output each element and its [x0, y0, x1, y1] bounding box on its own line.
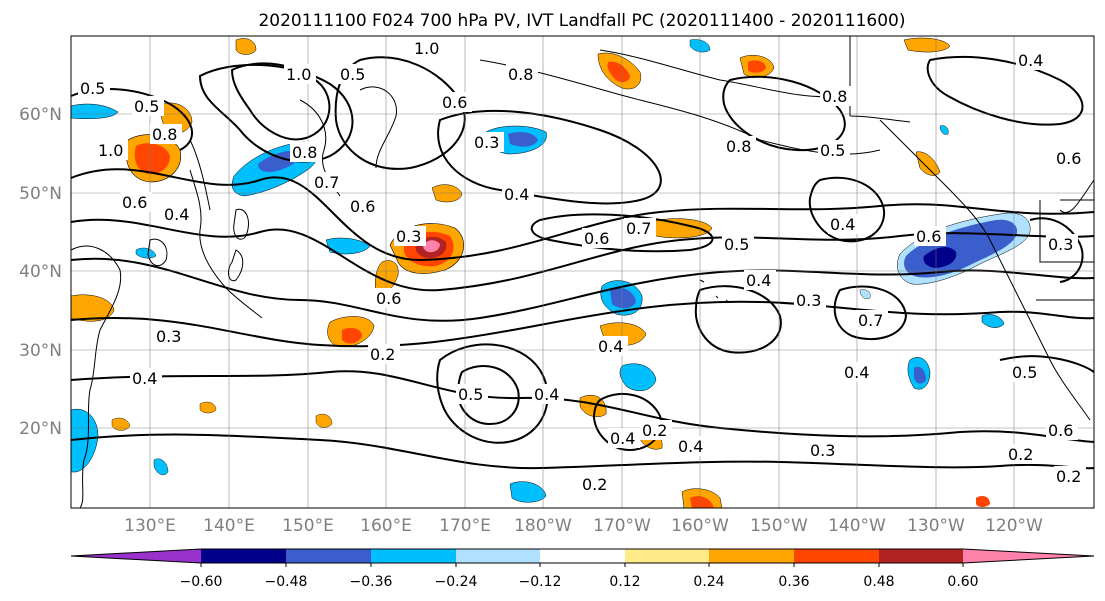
colorbar-swatch [794, 549, 879, 563]
lat-label: 30°N [19, 341, 62, 361]
colorbar-tick-label: 0.36 [778, 574, 809, 590]
contour-label: 0.2 [642, 421, 667, 440]
colorbar-swatch [540, 549, 625, 563]
contour-label: 0.8 [726, 137, 751, 156]
lat-label: 40°N [19, 262, 62, 282]
colorbar-tick-label: −0.12 [519, 574, 562, 590]
colorbar-swatch [286, 549, 371, 563]
colorbar-tick-label: 0.12 [609, 574, 640, 590]
colorbar-ticks [200, 563, 964, 567]
map-panel: 0.5 1.0 0.5 0.8 1.0 0.8 0.6 0.6 0.4 0.5 … [70, 35, 1095, 509]
contour-label: 0.4 [1018, 51, 1043, 70]
lon-label: 140°E [203, 516, 255, 536]
contour-label: 0.3 [474, 133, 499, 152]
contour-label: 0.4 [164, 205, 189, 224]
contour-label: 0.5 [820, 141, 845, 160]
contour-label: 0.7 [314, 173, 339, 192]
contour-label: 0.7 [626, 219, 651, 238]
contour-label: 1.0 [98, 141, 123, 160]
map-title: 2020111100 F024 700 hPa PV, IVT Landfall… [258, 11, 905, 31]
contour-label: 0.6 [122, 193, 147, 212]
contour-label: 0.8 [152, 125, 177, 144]
contour-label-group: 0.5 1.0 0.5 0.8 1.0 0.8 0.6 0.6 0.4 0.5 … [78, 38, 1086, 494]
lon-label: 150°W [750, 516, 808, 536]
colorbar-swatch [879, 549, 963, 563]
contour-label: 0.3 [156, 327, 181, 346]
contour-label: 0.4 [678, 437, 703, 456]
lat-label: 20°N [19, 419, 62, 439]
graticule [71, 36, 1094, 508]
colorbar-swatch [625, 549, 709, 563]
colorbar-swatch [709, 549, 794, 563]
positive-anomaly-patches [70, 37, 990, 509]
contour-label: 1.0 [286, 65, 311, 84]
coastlines [70, 36, 1095, 509]
contour-label: 0.3 [796, 291, 821, 310]
contour-label: 0.5 [340, 65, 365, 84]
lon-label: 130°W [907, 516, 965, 536]
contour-label: 0.4 [830, 215, 855, 234]
contour-label: 0.3 [810, 441, 835, 460]
colorbar-swatch [456, 549, 540, 563]
colorbar-tick-label: 0.48 [863, 574, 894, 590]
contour-label: 0.5 [134, 97, 159, 116]
contour-label: 0.3 [396, 227, 421, 246]
contour-label: 0.4 [746, 271, 771, 290]
contour-label: 0.5 [80, 79, 105, 98]
contour-label: 0.5 [1012, 363, 1037, 382]
lon-label: 120°W [985, 516, 1043, 536]
contour-label: 0.6 [1048, 421, 1073, 440]
lon-label: 170°W [593, 516, 651, 536]
contour-label: 0.6 [350, 197, 375, 216]
lon-label: 160°W [671, 516, 729, 536]
contour-label: 0.2 [582, 475, 607, 494]
contour-label: 0.8 [822, 87, 847, 106]
colorbar-swatch [201, 549, 286, 563]
contour-label: 0.4 [534, 385, 559, 404]
lat-label: 50°N [19, 184, 62, 204]
contour-label: 0.2 [370, 345, 395, 364]
contour-label: 0.5 [458, 385, 483, 404]
lon-label: 140°W [828, 516, 886, 536]
contour-label: 0.4 [844, 363, 869, 382]
lon-label: 170°E [439, 516, 491, 536]
contour-label: 0.3 [1048, 235, 1073, 254]
lon-label: 150°E [282, 516, 334, 536]
longitude-labels: 130°E 140°E 150°E 160°E 170°E 180°W 170°… [124, 516, 1043, 536]
contour-label: 0.4 [504, 185, 529, 204]
contour-label: 0.6 [442, 93, 467, 112]
colorbar-tick-label: −0.36 [350, 574, 393, 590]
contour-label: 0.6 [1056, 149, 1081, 168]
contour-label: 1.0 [414, 39, 439, 58]
contour-label: 0.6 [584, 229, 609, 248]
lon-label: 160°E [360, 516, 412, 536]
contour-label: 0.5 [724, 235, 749, 254]
contour-label: 0.2 [1056, 467, 1081, 486]
latitude-labels: 60°N 50°N 40°N 30°N 20°N [19, 105, 62, 439]
colorbar-swatches [70, 548, 1095, 564]
colorbar-tick-label: 0.60 [947, 574, 978, 590]
colorbar-tick-label: −0.48 [265, 574, 308, 590]
contour-label: 0.8 [292, 143, 317, 162]
contour-label: 0.4 [610, 429, 635, 448]
lon-label: 130°E [124, 516, 176, 536]
colorbar-tick-label: 0.24 [693, 574, 724, 590]
lat-label: 60°N [19, 105, 62, 125]
contour-label: 0.6 [916, 227, 941, 246]
map-frame [70, 35, 1095, 509]
colorbar-swatch [71, 549, 201, 563]
contour-label: 0.2 [1008, 445, 1033, 464]
lon-label: 180°W [514, 516, 572, 536]
colorbar-tick-label: −0.24 [435, 574, 478, 590]
contour-label: 0.8 [508, 65, 533, 84]
contour-label: 0.4 [598, 337, 623, 356]
contour-label: 0.7 [858, 311, 883, 330]
colorbar-swatch [963, 549, 1094, 563]
colorbar: −0.60 −0.48 −0.36 −0.24 −0.12 0.12 0.24 … [70, 548, 1095, 590]
contour-label: 0.4 [132, 369, 157, 388]
colorbar-tick-label: −0.60 [180, 574, 223, 590]
contour-label: 0.6 [376, 289, 401, 308]
colorbar-swatch [371, 549, 456, 563]
